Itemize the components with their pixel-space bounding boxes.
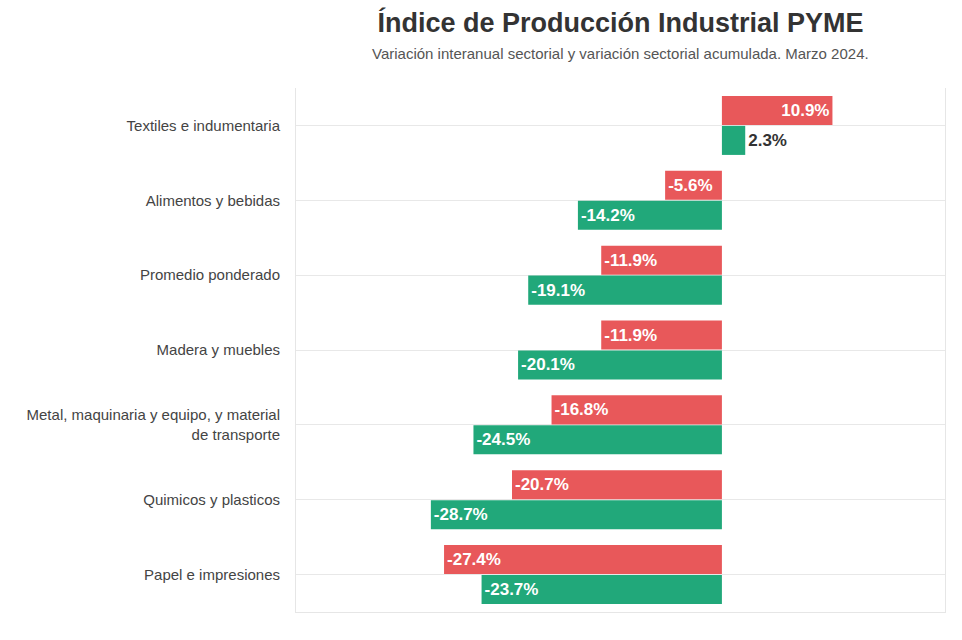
svg-text:Variación interanual sectorial: Variación interanual sectorial y variaci…	[372, 45, 869, 62]
svg-text:Papel e impresiones: Papel e impresiones	[144, 566, 280, 583]
svg-text:Textiles e indumentaria: Textiles e indumentaria	[127, 117, 281, 134]
svg-text:2.3%: 2.3%	[748, 131, 787, 150]
svg-text:-5.6%: -5.6%	[668, 176, 712, 195]
svg-text:-23.7%: -23.7%	[485, 580, 539, 599]
svg-text:-20.1%: -20.1%	[521, 355, 575, 374]
svg-text:-19.1%: -19.1%	[531, 281, 585, 300]
svg-text:-14.2%: -14.2%	[581, 206, 635, 225]
svg-text:10.9%: 10.9%	[781, 101, 829, 120]
svg-text:Metal, maquinaria y equipo, y: Metal, maquinaria y equipo, y materialde…	[27, 406, 280, 443]
svg-text:Alimentos y bebidas: Alimentos y bebidas	[146, 192, 280, 209]
svg-text:-27.4%: -27.4%	[447, 550, 501, 569]
svg-text:-16.8%: -16.8%	[555, 400, 609, 419]
svg-text:-24.5%: -24.5%	[476, 430, 530, 449]
svg-text:-28.7%: -28.7%	[434, 505, 488, 524]
svg-text:Quimicos y plasticos: Quimicos y plasticos	[143, 491, 280, 508]
svg-text:Madera y muebles: Madera y muebles	[157, 341, 280, 358]
svg-text:Índice de Producción Industria: Índice de Producción Industrial PYME	[377, 7, 863, 38]
svg-text:-11.9%: -11.9%	[604, 251, 657, 270]
svg-text:-11.9%: -11.9%	[604, 326, 657, 345]
svg-text:Promedio ponderado: Promedio ponderado	[140, 266, 280, 283]
svg-text:-20.7%: -20.7%	[515, 475, 569, 494]
